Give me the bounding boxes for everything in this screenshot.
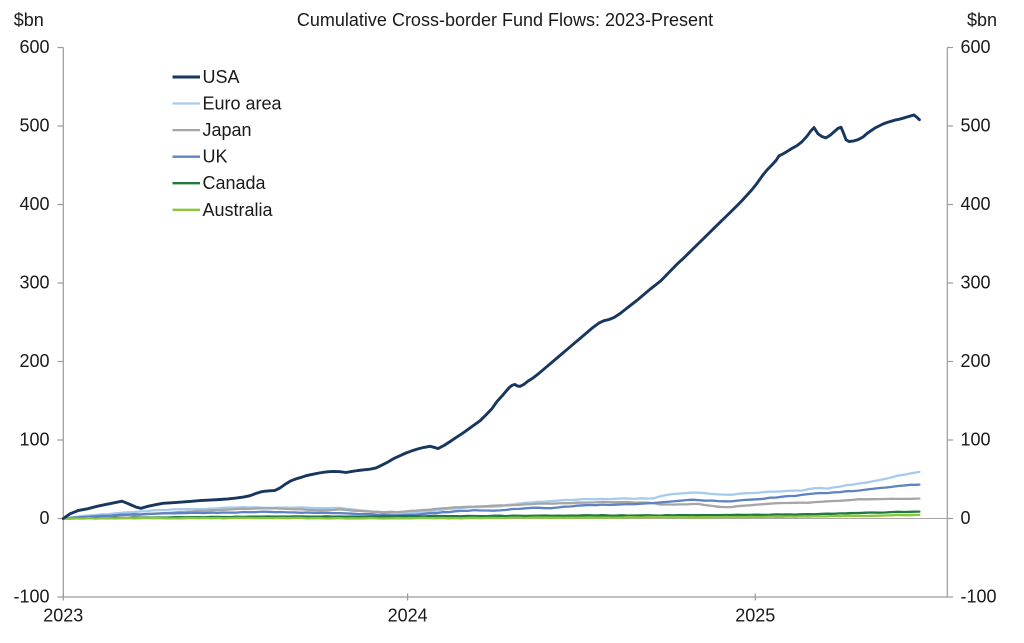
- svg-text:Cumulative Cross-border Fund F: Cumulative Cross-border Fund Flows: 2023…: [297, 10, 713, 30]
- svg-text:0: 0: [961, 508, 971, 528]
- svg-text:400: 400: [961, 194, 991, 214]
- svg-text:100: 100: [961, 430, 991, 450]
- svg-text:-100: -100: [961, 587, 997, 607]
- svg-text:100: 100: [19, 430, 49, 450]
- svg-text:Euro area: Euro area: [203, 94, 283, 114]
- svg-text:600: 600: [961, 37, 991, 57]
- svg-text:Japan: Japan: [203, 120, 252, 140]
- svg-text:USA: USA: [203, 67, 240, 87]
- svg-text:400: 400: [19, 194, 49, 214]
- svg-text:$bn: $bn: [967, 10, 997, 30]
- svg-text:0: 0: [39, 508, 49, 528]
- svg-text:UK: UK: [203, 147, 228, 167]
- svg-text:500: 500: [19, 116, 49, 136]
- svg-text:2023: 2023: [43, 606, 83, 626]
- svg-text:300: 300: [19, 273, 49, 293]
- svg-text:$bn: $bn: [14, 10, 44, 30]
- svg-text:200: 200: [19, 351, 49, 371]
- svg-text:600: 600: [19, 37, 49, 57]
- svg-text:200: 200: [961, 351, 991, 371]
- svg-text:2024: 2024: [388, 606, 428, 626]
- svg-text:-100: -100: [13, 587, 49, 607]
- svg-text:Australia: Australia: [203, 200, 274, 220]
- svg-text:500: 500: [961, 116, 991, 136]
- svg-text:300: 300: [961, 273, 991, 293]
- svg-text:Canada: Canada: [203, 173, 267, 193]
- svg-text:2025: 2025: [735, 606, 775, 626]
